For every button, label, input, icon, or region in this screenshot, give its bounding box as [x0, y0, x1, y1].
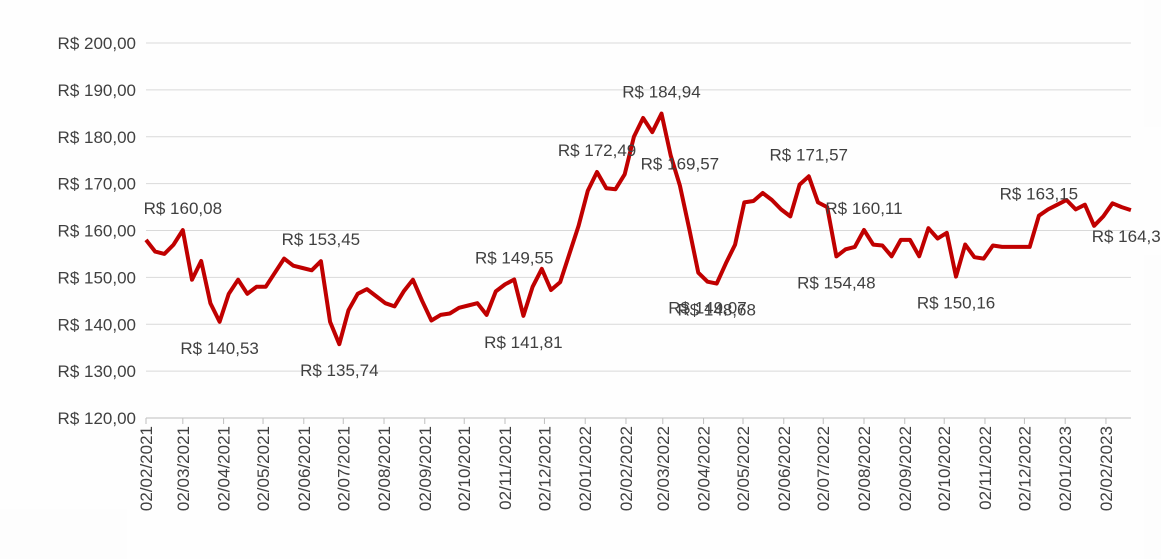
- x-tick-label: 02/10/2022: [935, 426, 954, 511]
- x-tick-label: 02/12/2021: [535, 426, 554, 511]
- data-label: R$ 164,35: [1092, 227, 1161, 246]
- x-tick-label: 02/06/2021: [295, 426, 314, 511]
- x-tick-label: 02/05/2022: [734, 426, 753, 511]
- x-tick-label: 02/01/2023: [1056, 426, 1075, 511]
- data-label: R$ 169,57: [641, 155, 719, 174]
- x-tick-label: 02/08/2022: [855, 426, 874, 511]
- x-tick-label: 02/02/2021: [137, 426, 156, 511]
- data-label: R$ 140,53: [180, 339, 258, 358]
- x-tick-label: 02/09/2022: [896, 426, 915, 511]
- x-tick-label: 02/07/2022: [814, 426, 833, 511]
- data-label: R$ 160,11: [825, 199, 902, 218]
- y-tick-label: R$ 180,00: [58, 128, 136, 147]
- x-tick-label: 02/07/2021: [334, 426, 353, 511]
- x-tick-label: 02/03/2022: [654, 426, 673, 511]
- data-label: R$ 141,81: [484, 333, 562, 352]
- x-tick-label: 02/04/2021: [215, 426, 234, 511]
- data-label: R$ 171,57: [770, 145, 848, 164]
- x-tick-label: 02/10/2021: [455, 426, 474, 511]
- x-tick-label: 02/11/2022: [976, 426, 995, 510]
- y-tick-label: R$ 170,00: [58, 175, 136, 194]
- x-tick-label: 02/09/2021: [416, 426, 435, 511]
- data-label: R$ 163,15: [1000, 185, 1078, 204]
- x-tick-label: 02/06/2022: [775, 426, 794, 511]
- x-tick-label: 02/03/2021: [174, 426, 193, 511]
- x-tick-label: 02/11/2021: [496, 426, 515, 510]
- price-line: [144, 111, 1132, 347]
- data-label: R$ 184,94: [622, 83, 700, 102]
- data-label: R$ 172,49: [558, 141, 636, 160]
- y-tick-label: R$ 140,00: [58, 315, 136, 334]
- data-label: R$ 150,16: [917, 294, 995, 313]
- data-label: R$ 153,45: [282, 230, 360, 249]
- y-tick-label: R$ 200,00: [58, 34, 136, 53]
- data-label: R$ 160,08: [144, 199, 222, 218]
- x-tick-label: 02/05/2021: [254, 426, 273, 511]
- y-tick-label: R$ 160,00: [58, 222, 136, 241]
- data-label: R$ 135,74: [300, 361, 378, 380]
- data-label: R$ 154,48: [797, 273, 875, 292]
- x-tick-label: 02/12/2022: [1015, 426, 1034, 511]
- y-tick-label: R$ 190,00: [58, 81, 136, 100]
- y-tick-label: R$ 130,00: [58, 362, 136, 381]
- x-tick-label: 02/02/2022: [617, 426, 636, 511]
- data-label: R$ 148,68: [677, 301, 755, 320]
- x-tick-label: 02/01/2022: [576, 426, 595, 511]
- x-tick-label: 02/02/2023: [1097, 426, 1116, 511]
- x-tick-label: 02/04/2022: [695, 426, 714, 511]
- x-tick-label: 02/08/2021: [375, 426, 394, 511]
- y-tick-label: R$ 120,00: [58, 409, 136, 428]
- data-label: R$ 149,07: [668, 299, 746, 318]
- data-label: R$ 149,55: [475, 248, 553, 267]
- y-tick-label: R$ 150,00: [58, 268, 136, 287]
